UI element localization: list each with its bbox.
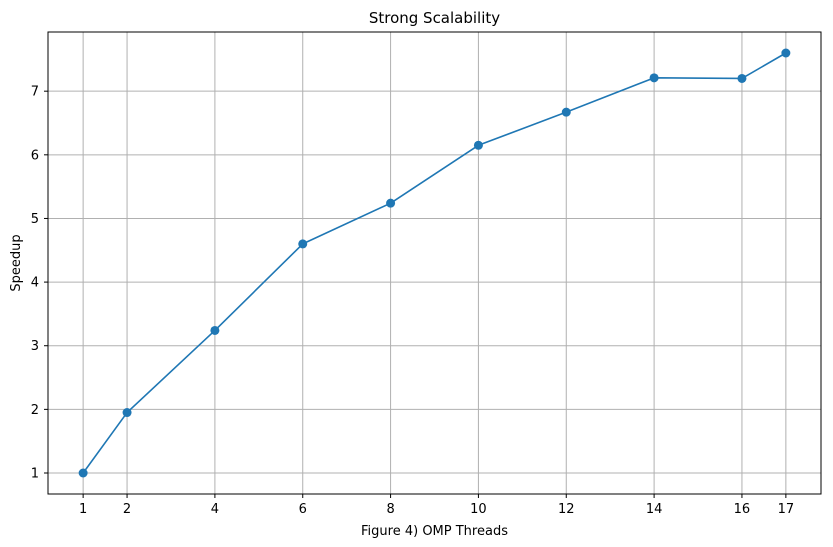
x-tick-label: 1 [79, 502, 87, 517]
data-point [649, 73, 659, 83]
x-axis-label: Figure 4) OMP Threads [361, 524, 508, 539]
x-tick-label: 14 [646, 502, 663, 517]
y-tick-label: 3 [31, 339, 39, 354]
y-tick-label: 2 [31, 403, 39, 418]
series-line [82, 52, 787, 474]
x-tick-label: 4 [211, 502, 219, 517]
x-tick-label: 2 [123, 502, 131, 517]
y-tick-label: 5 [31, 212, 39, 227]
y-tick-label: 4 [31, 276, 39, 291]
x-tick-label: 10 [470, 502, 487, 517]
plot-frame [47, 31, 822, 495]
y-tick-label: 1 [31, 467, 39, 482]
data-point [561, 107, 571, 117]
data-point [78, 468, 88, 478]
data-point [737, 73, 747, 83]
y-tick-label: 6 [31, 148, 39, 163]
series-layer [78, 48, 791, 478]
grid [48, 32, 821, 494]
x-tick-label: 16 [734, 502, 751, 517]
chart-title: Strong Scalability [369, 9, 500, 27]
x-tick-label: 12 [558, 502, 575, 517]
x-tick-label: 8 [386, 502, 394, 517]
x-tick-label: 6 [299, 502, 307, 517]
y-axis-label: Speedup [9, 234, 24, 291]
data-point [298, 239, 308, 249]
y-tick-label: 7 [31, 85, 39, 100]
data-point [386, 198, 396, 208]
data-point [781, 48, 791, 58]
x-tick-label: 17 [778, 502, 795, 517]
data-point [473, 140, 483, 150]
data-point [210, 325, 220, 335]
data-point [122, 408, 132, 418]
